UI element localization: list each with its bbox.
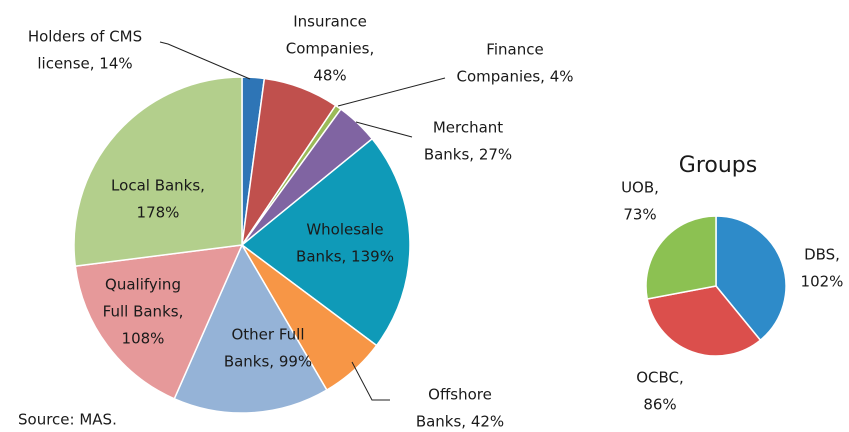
- slice-label: OCBC,: [636, 369, 684, 387]
- slice-label: Banks, 99%: [224, 353, 312, 371]
- slice-label: Banks, 42%: [416, 413, 504, 431]
- pie-slice: [74, 244, 244, 400]
- pie-slice: [715, 215, 787, 342]
- slice-label: Insurance: [293, 13, 367, 31]
- slice-label: Wholesale: [306, 221, 383, 239]
- slice-label: 178%: [137, 204, 180, 222]
- slice-label: UOB,: [621, 179, 659, 197]
- slice-label: Local Banks,: [111, 177, 205, 195]
- slice-label: 108%: [122, 330, 165, 348]
- pie-slice: [73, 76, 243, 268]
- slice-label: Banks, 27%: [424, 146, 512, 164]
- pie-slice: [240, 137, 411, 347]
- slice-label: DBS,: [804, 246, 840, 264]
- slice-label: Companies,: [286, 40, 374, 58]
- leader-line: [351, 361, 390, 401]
- chart-title: Groups: [679, 153, 757, 178]
- slice-label: 102%: [801, 273, 844, 291]
- slice-label: 48%: [313, 67, 346, 85]
- pie-slice: [173, 243, 328, 414]
- slice-label: Banks, 139%: [296, 248, 394, 266]
- pie-slice: [645, 215, 717, 300]
- slice-label: 86%: [643, 396, 676, 414]
- slice-label: Full Banks,: [103, 303, 184, 321]
- slice-label: license, 14%: [37, 55, 132, 73]
- slice-label: Finance: [486, 41, 543, 59]
- pie-slice: [646, 285, 762, 357]
- slice-label: Merchant: [433, 119, 503, 137]
- leader-line: [337, 77, 446, 107]
- slice-label: 73%: [623, 206, 656, 224]
- leader-line: [159, 41, 251, 80]
- slice-label: Qualifying: [105, 276, 181, 294]
- slice-label: Companies, 4%: [456, 68, 573, 86]
- slice-label: Holders of CMS: [28, 28, 142, 46]
- source-note: Source: MAS.: [18, 411, 117, 429]
- slice-label: Offshore: [428, 386, 492, 404]
- leader-line: [355, 121, 413, 138]
- slice-label: Other Full: [231, 326, 304, 344]
